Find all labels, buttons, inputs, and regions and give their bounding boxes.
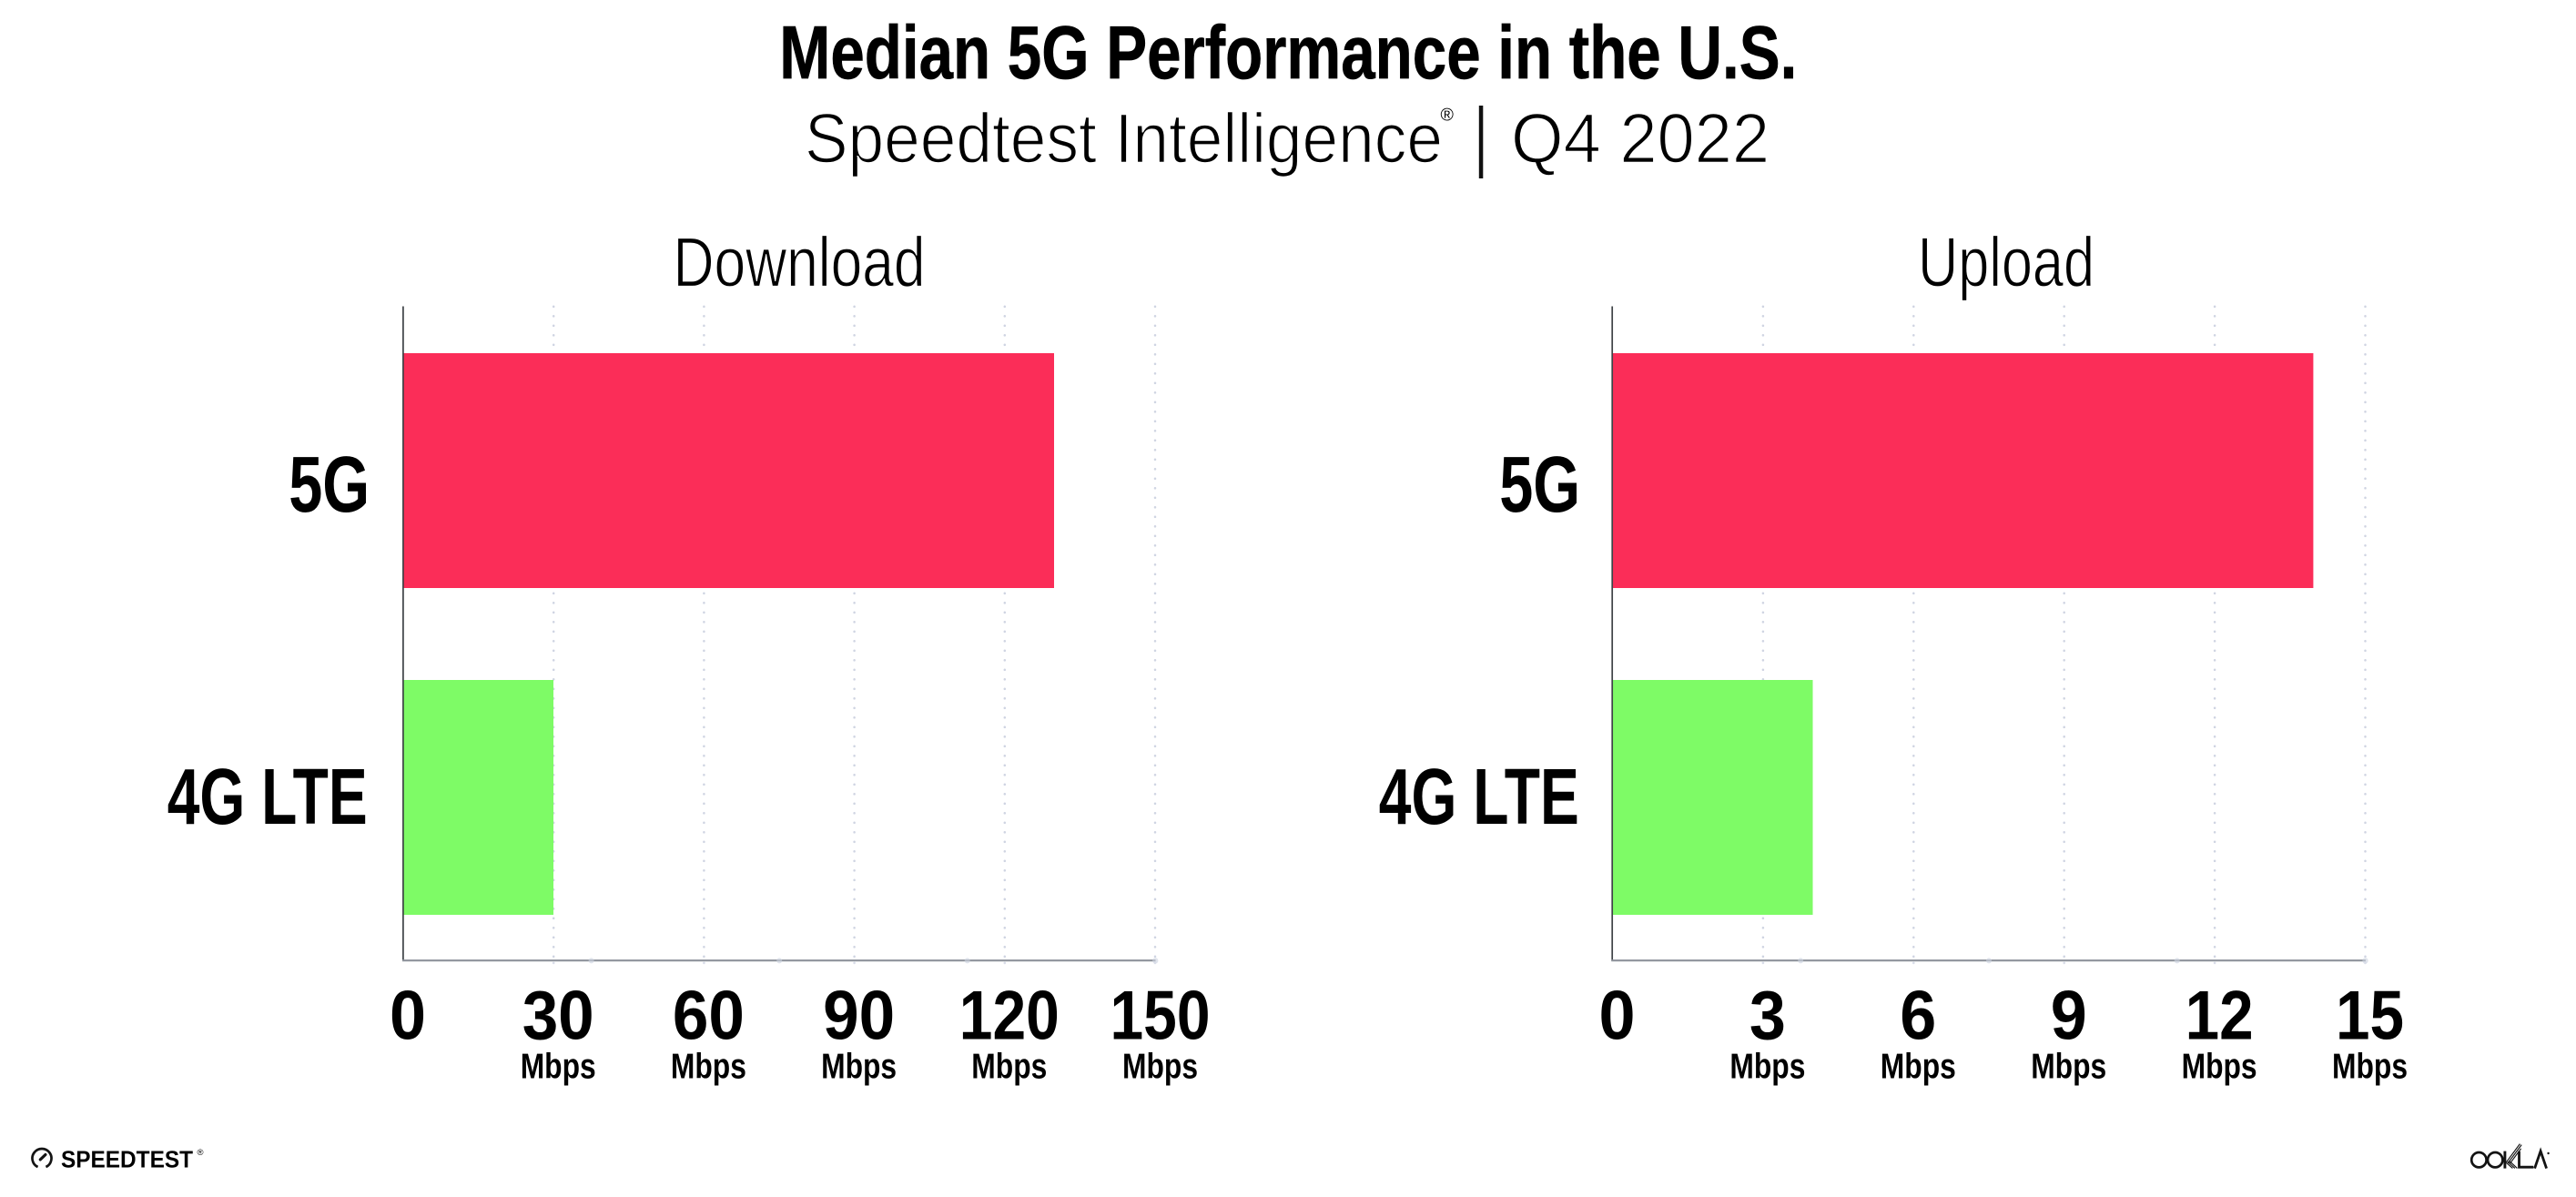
svg-text:5G: 5G	[289, 441, 370, 529]
svg-text:120: 120	[959, 978, 1060, 1055]
svg-text:Median 5G Performance in the U: Median 5G Performance in the U.S.	[779, 10, 1797, 95]
svg-text:5G: 5G	[1499, 441, 1580, 529]
svg-text:Upload: Upload	[1918, 224, 2094, 302]
svg-text:Mbps: Mbps	[1881, 1048, 1956, 1087]
svg-text:15: 15	[2336, 978, 2404, 1055]
svg-text:4G LTE: 4G LTE	[167, 753, 368, 841]
svg-text:®: ®	[1441, 106, 1455, 126]
svg-text:Download: Download	[674, 224, 926, 302]
svg-text:SPEEDTEST: SPEEDTEST	[61, 1148, 193, 1173]
svg-text:Mbps: Mbps	[2182, 1048, 2257, 1087]
svg-text:Mbps: Mbps	[2031, 1048, 2106, 1087]
svg-text:30: 30	[522, 978, 594, 1055]
svg-text:Mbps: Mbps	[1729, 1048, 1805, 1087]
svg-text:0: 0	[1599, 978, 1636, 1055]
svg-text:®: ®	[198, 1148, 204, 1158]
svg-text:0: 0	[390, 978, 426, 1055]
svg-text:Mbps: Mbps	[2332, 1048, 2408, 1087]
svg-text:Speedtest Intelligence: Speedtest Intelligence	[805, 99, 1443, 178]
svg-text:Mbps: Mbps	[821, 1048, 897, 1087]
svg-text:60: 60	[673, 978, 745, 1055]
svg-text:4G LTE: 4G LTE	[1379, 753, 1579, 841]
svg-text:90: 90	[823, 978, 895, 1055]
svg-text:9: 9	[2051, 978, 2087, 1055]
svg-text:3: 3	[1749, 978, 1786, 1055]
svg-text:Mbps: Mbps	[521, 1048, 596, 1087]
svg-text:Mbps: Mbps	[671, 1048, 746, 1087]
svg-text:Mbps: Mbps	[1122, 1048, 1198, 1087]
svg-text:Mbps: Mbps	[971, 1048, 1047, 1087]
svg-text:12: 12	[2186, 978, 2254, 1055]
svg-text:150: 150	[1111, 978, 1211, 1055]
svg-text:6: 6	[1900, 978, 1936, 1055]
svg-text:Q4 2022: Q4 2022	[1511, 99, 1770, 178]
